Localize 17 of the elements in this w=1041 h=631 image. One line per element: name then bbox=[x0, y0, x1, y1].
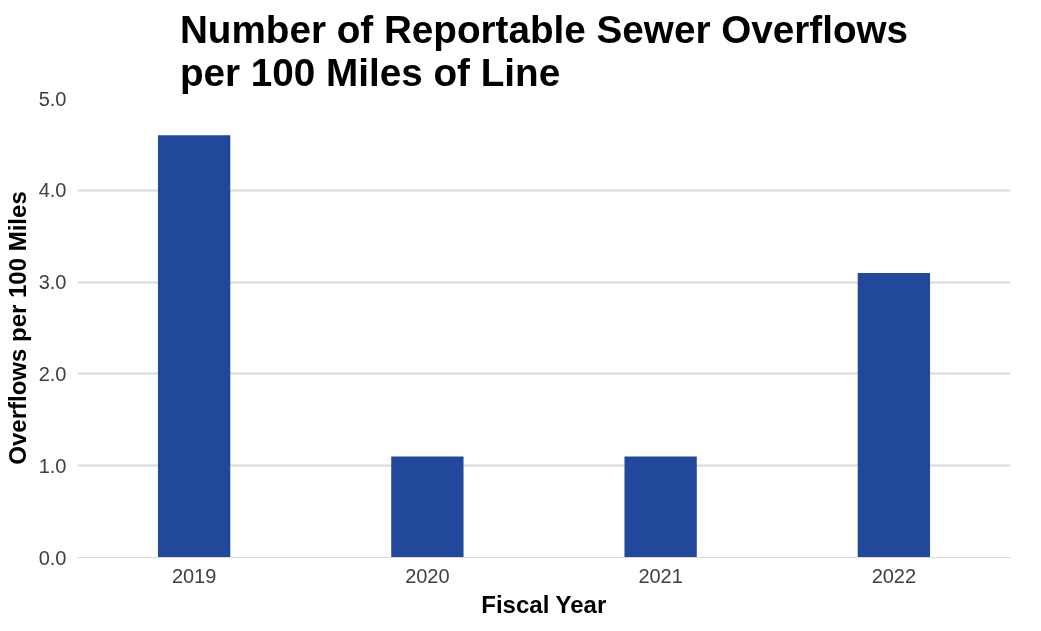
y-tick-label: 0.0 bbox=[38, 546, 67, 569]
y-tick-label: 1.0 bbox=[38, 454, 67, 477]
y-tick-label: 5.0 bbox=[38, 87, 67, 110]
bar bbox=[391, 456, 464, 558]
x-tick-label: 2022 bbox=[871, 564, 917, 587]
y-tick-label: 3.0 bbox=[38, 271, 67, 294]
x-tick-label: 2021 bbox=[638, 564, 683, 587]
bar bbox=[157, 135, 231, 558]
y-tick-label: 2.0 bbox=[38, 362, 67, 385]
bar bbox=[857, 272, 931, 558]
x-tick-label: 2020 bbox=[405, 564, 450, 587]
bar bbox=[624, 456, 697, 558]
x-axis-title: Fiscal Year bbox=[481, 590, 607, 618]
chart-title: Number of Reportable Sewer Overflows per 100 Miles of Line bbox=[179, 7, 909, 94]
y-tick-label: 4.0 bbox=[38, 179, 67, 202]
x-tick-label: 2019 bbox=[171, 564, 217, 587]
y-axis-title: Overflows per 100 Miles bbox=[3, 191, 31, 465]
